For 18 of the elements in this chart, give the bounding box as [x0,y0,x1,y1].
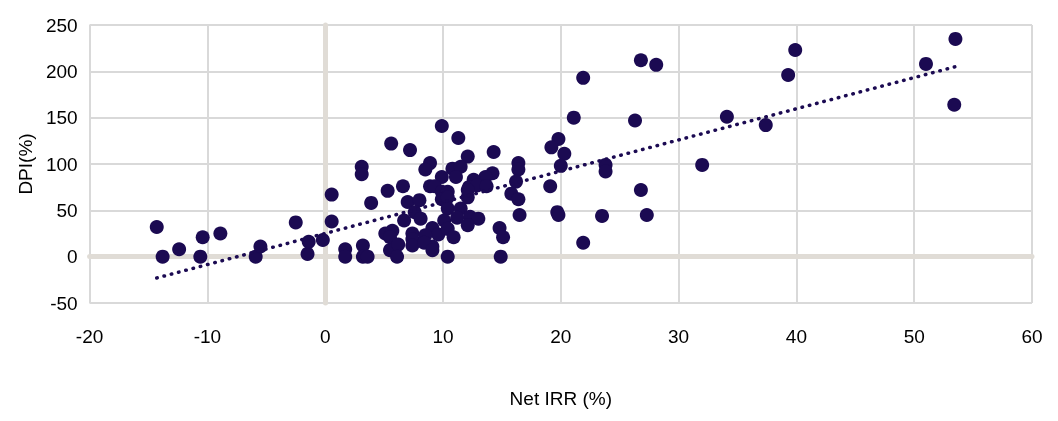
y-tick-label: 200 [45,60,78,82]
x-tick-label: -20 [75,326,104,347]
x-tick-label: 40 [785,326,807,347]
y-tick-label: 0 [67,246,78,268]
x-tick-label: 50 [903,326,925,347]
x-axis-title: Net IRR (%) [509,388,612,409]
y-tick-label: 100 [45,153,78,175]
x-tick-label: 0 [319,326,331,347]
y-axis-title: DPI(%) [15,133,36,195]
x-tick-label: 60 [1021,326,1043,347]
y-tick-label: 50 [56,199,78,221]
y-tick-label: -50 [50,292,78,314]
x-tick-label: 20 [550,326,572,347]
y-tick-label: 150 [45,107,78,129]
x-tick-label: 30 [668,326,690,347]
x-tick-label: -10 [193,326,222,347]
y-tick-label: 250 [45,14,78,36]
x-tick-label: 10 [432,326,454,347]
